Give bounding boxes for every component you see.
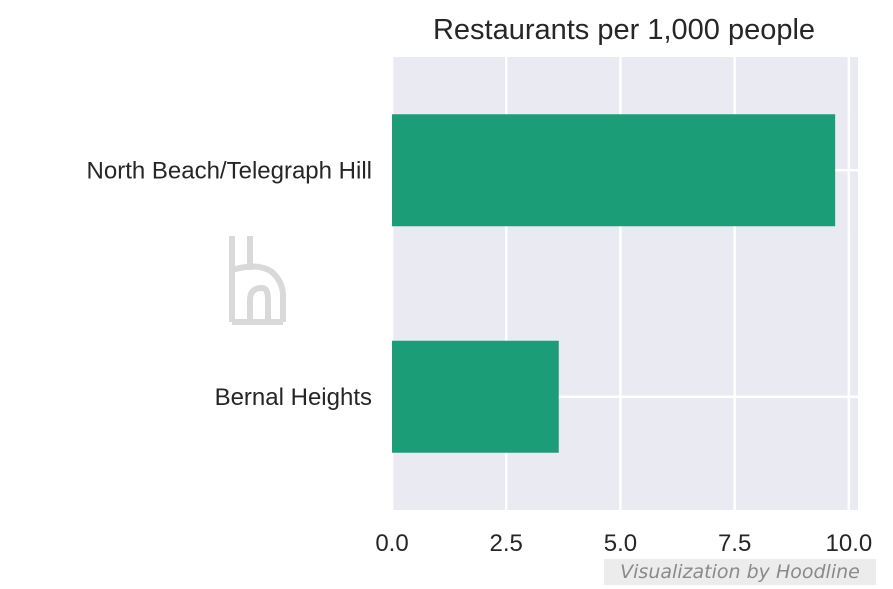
bar-1 <box>392 340 559 453</box>
x-tick-labels: 0.0 2.5 5.0 7.5 10.0 <box>375 530 872 557</box>
credit-text: Visualization by Hoodline <box>604 559 876 585</box>
chart-title: Restaurants per 1,000 people <box>433 14 815 46</box>
category-label-0: North Beach/Telegraph Hill <box>87 157 372 184</box>
bars <box>392 114 836 453</box>
x-tick-label-2: 5.0 <box>604 530 637 557</box>
x-tick-label-0: 0.0 <box>375 530 408 557</box>
hoodline-logo-watermark <box>229 236 286 325</box>
category-label-1: Bernal Heights <box>215 384 372 411</box>
x-tick-label-4: 10.0 <box>826 530 873 557</box>
x-tick-label-1: 2.5 <box>490 530 523 557</box>
x-tick-label-3: 7.5 <box>718 530 751 557</box>
bar-0 <box>392 114 836 227</box>
category-labels: North Beach/Telegraph Hill Bernal Heights <box>87 157 372 411</box>
